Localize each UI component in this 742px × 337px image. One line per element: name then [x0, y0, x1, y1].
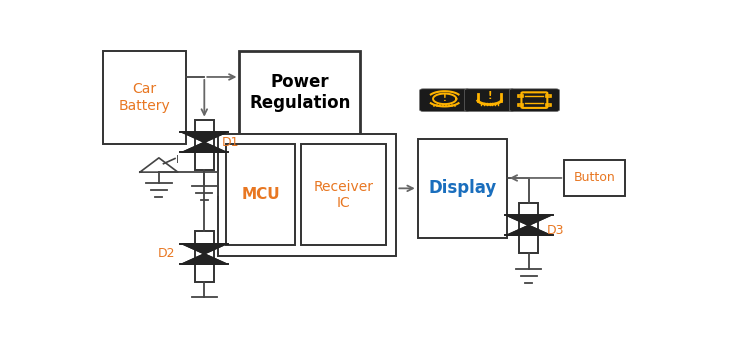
Bar	[195, 231, 214, 282]
Text: Car
Battery: Car Battery	[119, 83, 171, 113]
Text: Receiver
IC: Receiver IC	[313, 180, 373, 210]
Text: D3: D3	[546, 224, 564, 237]
Text: !: !	[443, 94, 447, 102]
Polygon shape	[183, 132, 226, 142]
Bar	[518, 94, 523, 97]
Bar	[226, 144, 295, 245]
Polygon shape	[507, 215, 551, 225]
FancyBboxPatch shape	[420, 89, 470, 112]
Bar	[545, 94, 551, 97]
Bar	[240, 51, 360, 134]
Text: Power
Regulation: Power Regulation	[249, 73, 350, 112]
Bar	[519, 203, 538, 253]
FancyBboxPatch shape	[464, 89, 514, 112]
Bar	[195, 120, 214, 170]
Bar	[218, 134, 396, 256]
Text: D2: D2	[158, 247, 175, 261]
Polygon shape	[183, 142, 226, 152]
Polygon shape	[183, 254, 226, 264]
Bar	[565, 160, 625, 196]
Bar	[418, 139, 507, 238]
Text: MCU: MCU	[241, 187, 280, 202]
Bar	[301, 144, 386, 245]
Text: Display: Display	[428, 179, 496, 197]
Polygon shape	[507, 225, 551, 235]
Bar	[545, 103, 551, 106]
Text: I: I	[176, 155, 179, 165]
Bar	[518, 103, 523, 106]
Text: !: !	[487, 91, 492, 101]
Text: D1: D1	[222, 136, 240, 149]
Text: Button: Button	[574, 172, 615, 184]
FancyBboxPatch shape	[509, 89, 559, 112]
Polygon shape	[183, 244, 226, 254]
Bar	[103, 51, 186, 144]
